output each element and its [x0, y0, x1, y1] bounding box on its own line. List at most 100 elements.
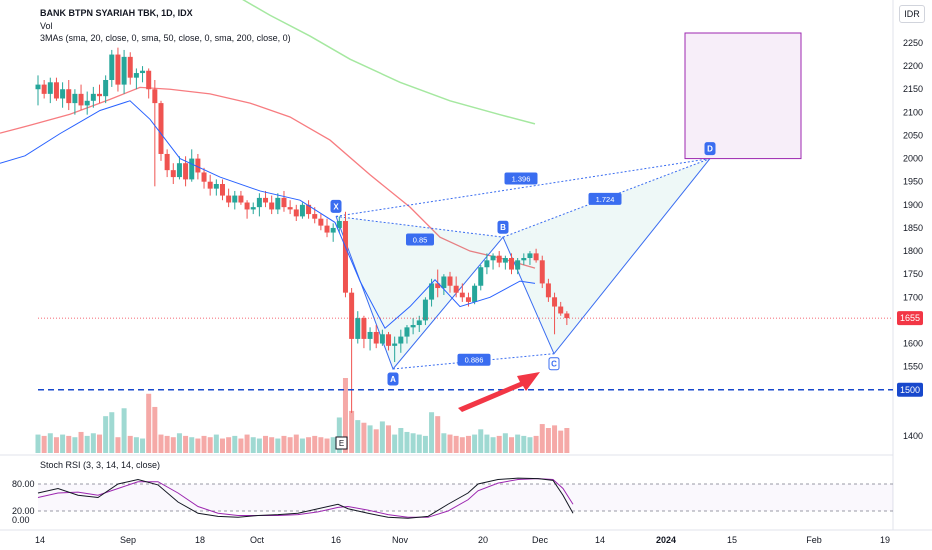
- volume-bar: [441, 433, 447, 453]
- candle-body: [250, 207, 256, 210]
- volume-bar: [275, 438, 281, 453]
- pattern-ratio-badge: [588, 192, 622, 205]
- volume-bar: [35, 434, 41, 453]
- candle-body: [496, 255, 502, 263]
- volume-bar: [201, 435, 207, 453]
- candle-body: [244, 202, 250, 210]
- candle-body: [312, 214, 318, 219]
- volume-bar: [189, 437, 195, 453]
- candle-body: [490, 255, 496, 261]
- candle-body: [521, 257, 527, 261]
- y-tick-label: 1400: [903, 431, 923, 441]
- candle-body: [552, 297, 558, 307]
- pattern-point-label: D: [707, 145, 713, 154]
- candle-body: [459, 292, 465, 298]
- x-tick-label: 16: [331, 535, 341, 545]
- volume-bar: [539, 424, 545, 453]
- volume-bar: [459, 437, 465, 453]
- y-tick-label: 1850: [903, 223, 923, 233]
- volume-bar: [521, 435, 527, 453]
- volume-bar: [183, 435, 189, 453]
- volume-bar: [558, 430, 564, 453]
- pattern-point-b-marker: [497, 220, 509, 234]
- volume-bar: [133, 437, 139, 453]
- candle-body: [35, 84, 41, 90]
- volume-bar: [84, 435, 90, 453]
- candle-body: [96, 93, 102, 97]
- volume-bar: [207, 437, 213, 453]
- x-tick-label: 14: [595, 535, 605, 545]
- volume-bar: [103, 416, 109, 453]
- candle-body: [115, 54, 121, 85]
- y-tick-label: 1550: [903, 362, 923, 372]
- moving-averages-label: 3MAs (sma, 20, close, 0, sma, 50, close,…: [40, 33, 291, 43]
- volume-bar: [219, 438, 225, 453]
- volume-bar: [361, 422, 367, 453]
- candle-body: [207, 181, 213, 189]
- volume-bar: [564, 428, 570, 453]
- y-tick-label: 1900: [903, 200, 923, 210]
- candle-body: [564, 313, 570, 319]
- volume-bar: [127, 435, 133, 453]
- candle-body: [355, 318, 361, 339]
- volume-bar: [367, 425, 373, 453]
- x-tick-label: 14: [35, 535, 45, 545]
- volume-bar: [312, 435, 318, 453]
- pattern-ratio-badge: [504, 172, 538, 185]
- volume-bar: [404, 431, 410, 453]
- pattern-point-d-marker: [704, 142, 716, 156]
- y-tick-label: 2050: [903, 130, 923, 140]
- volume-bar: [90, 433, 96, 453]
- candle-body: [53, 82, 59, 99]
- volume-bar: [379, 421, 385, 453]
- support-price-tag: [897, 382, 923, 397]
- volume-bar: [416, 434, 422, 453]
- volume-bar: [256, 438, 262, 453]
- ma20-line: [0, 100, 536, 330]
- volume-bar: [232, 435, 238, 453]
- volume-bar: [336, 417, 342, 453]
- volume-bar: [281, 435, 287, 453]
- currency-button[interactable]: IDR: [899, 5, 925, 23]
- ma50-line: [0, 86, 536, 269]
- candle-body: [41, 84, 47, 94]
- candle-body: [201, 172, 207, 182]
- volume-bar: [318, 437, 324, 453]
- y-tick-label: 2100: [903, 107, 923, 117]
- ma200-line: [242, 0, 536, 125]
- volume-bar: [41, 435, 47, 453]
- pattern-ratio-label: 1.396: [512, 174, 531, 183]
- red-arrow-annotation: [458, 372, 540, 412]
- pattern-point-label: B: [500, 223, 506, 232]
- volume-bar: [386, 425, 392, 453]
- candle-body: [435, 283, 441, 289]
- volume-bar: [472, 434, 478, 453]
- volume-bar: [496, 435, 502, 453]
- candle-body: [127, 56, 133, 78]
- candle-body: [545, 283, 551, 298]
- volume-bar: [66, 435, 72, 453]
- candle-body: [60, 89, 66, 99]
- candle-body: [170, 170, 176, 178]
- candle-body: [429, 283, 435, 300]
- x-tick-label: Feb: [806, 535, 822, 545]
- candle-body: [478, 267, 484, 286]
- candle-body: [189, 158, 195, 180]
- candle-body: [232, 195, 238, 203]
- candle-body: [213, 184, 219, 189]
- candle-body: [416, 320, 422, 326]
- candle-body: [318, 218, 324, 226]
- y-tick-label: 1600: [903, 339, 923, 349]
- volume-bar: [195, 438, 201, 453]
- volume-bar: [527, 437, 533, 453]
- volume-bar: [435, 416, 441, 453]
- pattern-point-c-marker: [548, 357, 560, 371]
- candle-body: [219, 184, 225, 196]
- volume-bar: [109, 412, 115, 453]
- volume-bar: [72, 437, 78, 453]
- volume-bar: [478, 429, 484, 453]
- pattern-xab-fill: [336, 216, 503, 369]
- candle-body: [47, 82, 53, 94]
- candle-body: [558, 306, 564, 314]
